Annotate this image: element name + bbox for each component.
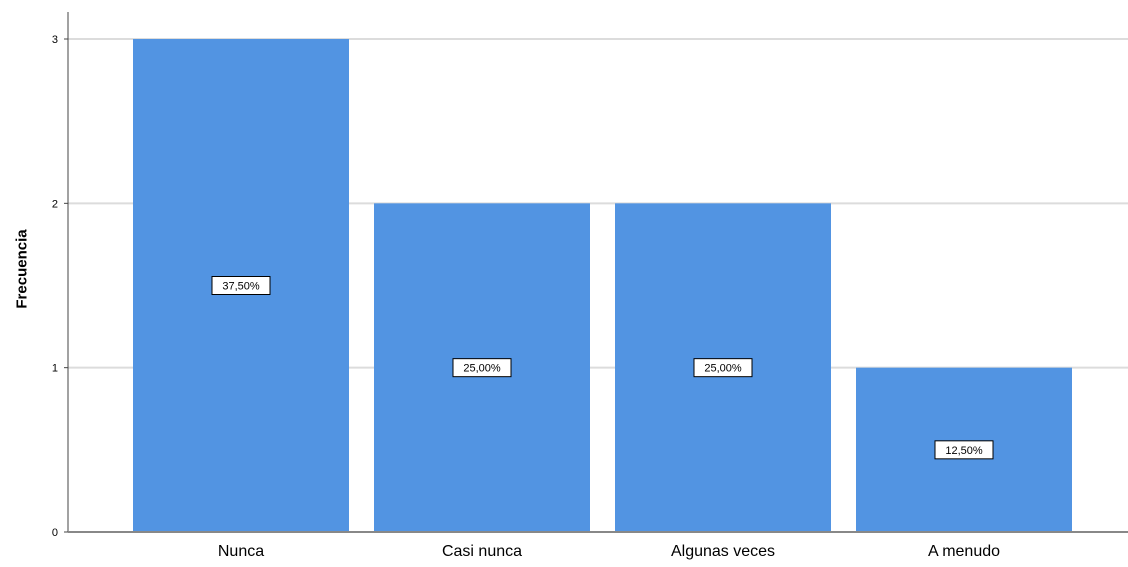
y-tick-label: 0 [52,527,58,539]
y-tick-label: 3 [52,34,58,46]
x-tick-label: A menudo [928,543,1000,560]
x-tick-label: Casi nunca [442,543,522,560]
x-tick-label: Algunas veces [671,543,775,560]
y-tick-label: 1 [52,363,58,375]
data-label: 25,00% [463,363,501,375]
data-label: 25,00% [704,363,742,375]
data-label-box [934,440,994,460]
data-label-box [211,276,271,295]
data-label: 12,50% [945,445,983,457]
y-tick-label: 2 [52,198,58,210]
data-label-box [693,358,753,378]
y-axis-label-container: Frecuencia [2,229,42,308]
x-tick-label: Nunca [218,543,264,560]
data-label: 37,50% [222,281,260,293]
data-label-box [452,358,512,378]
y-axis-label: Frecuencia [13,229,31,309]
